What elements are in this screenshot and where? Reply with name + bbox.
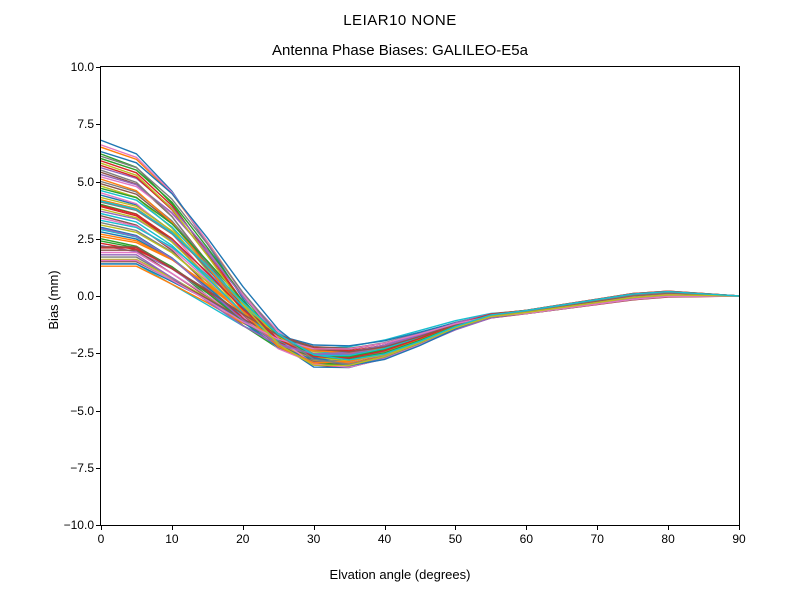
xtick — [739, 526, 740, 530]
ytick-label: 5.0 — [77, 175, 94, 189]
ytick — [96, 296, 100, 297]
ytick — [96, 124, 100, 125]
ytick-label: 0.0 — [77, 289, 94, 303]
ytick — [96, 411, 100, 412]
ytick — [96, 353, 100, 354]
x-axis-label: Elvation angle (degrees) — [0, 567, 800, 582]
xtick — [243, 526, 244, 530]
xtick — [455, 526, 456, 530]
y-axis-label: Bias (mm) — [46, 270, 61, 329]
ytick-label: −2.5 — [70, 346, 94, 360]
ytick-label: 10.0 — [71, 60, 94, 74]
xtick-label: 60 — [520, 532, 533, 546]
xtick-label: 10 — [165, 532, 178, 546]
ytick — [96, 67, 100, 68]
ytick — [96, 239, 100, 240]
xtick — [314, 526, 315, 530]
xtick-label: 20 — [236, 532, 249, 546]
xtick — [101, 526, 102, 530]
chart-container: LEIAR10 NONE Antenna Phase Biases: GALIL… — [0, 0, 800, 600]
xtick-label: 50 — [449, 532, 462, 546]
ytick-label: 2.5 — [77, 232, 94, 246]
ytick — [96, 525, 100, 526]
xtick-label: 70 — [591, 532, 604, 546]
chart-suptitle: LEIAR10 NONE — [0, 12, 800, 29]
ytick-label: −7.5 — [70, 461, 94, 475]
ytick-label: −10.0 — [64, 518, 94, 532]
xtick — [668, 526, 669, 530]
xtick — [172, 526, 173, 530]
xtick — [385, 526, 386, 530]
plot-area — [100, 66, 740, 526]
xtick-label: 0 — [98, 532, 105, 546]
xtick-label: 80 — [661, 532, 674, 546]
xtick-label: 40 — [378, 532, 391, 546]
xtick — [526, 526, 527, 530]
chart-title: Antenna Phase Biases: GALILEO-E5a — [0, 42, 800, 59]
xtick-label: 30 — [307, 532, 320, 546]
ytick — [96, 182, 100, 183]
ytick — [96, 468, 100, 469]
xtick-label: 90 — [732, 532, 745, 546]
ytick-label: 7.5 — [77, 117, 94, 131]
xtick — [597, 526, 598, 530]
ytick-label: −5.0 — [70, 404, 94, 418]
line-series-svg — [101, 67, 739, 525]
